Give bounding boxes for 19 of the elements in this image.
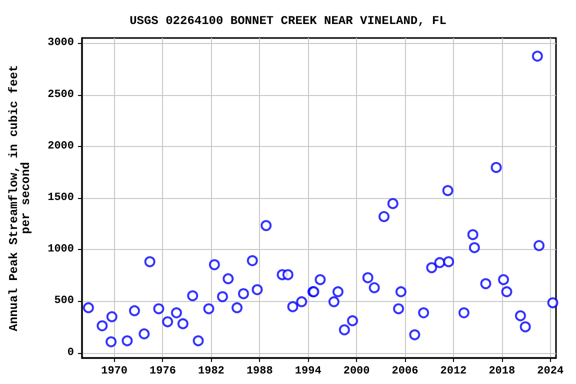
y-tick-label: 1000 (48, 244, 74, 256)
y-tick-label: 3000 (48, 37, 74, 50)
x-tick-label: 2024 (537, 366, 564, 378)
y-tick-label: 2500 (48, 88, 74, 101)
x-tick-label: 2018 (488, 366, 516, 378)
x-tick-label: 1976 (150, 366, 176, 378)
x-tick-label: 2012 (440, 366, 467, 378)
chart-title: USGS 02264100 BONNET CREEK NEAR VINELAND, FL (130, 14, 446, 28)
y-axis-title: Annual Peak Streamflow, in cubic feet per second (7, 64, 33, 332)
x-tick-label: 1982 (198, 366, 224, 378)
x-tick-label: 1994 (294, 366, 322, 378)
x-tick-label: 1988 (246, 366, 274, 378)
y-tick-label: 0 (67, 346, 74, 359)
y-tick-label: 1500 (48, 192, 74, 204)
y-tick-label: 2000 (48, 140, 74, 152)
x-tick-label: 1970 (101, 366, 128, 378)
x-tick-label: 2006 (392, 366, 418, 378)
y-tick-label: 500 (54, 295, 74, 308)
x-tick-label: 2000 (343, 366, 370, 378)
